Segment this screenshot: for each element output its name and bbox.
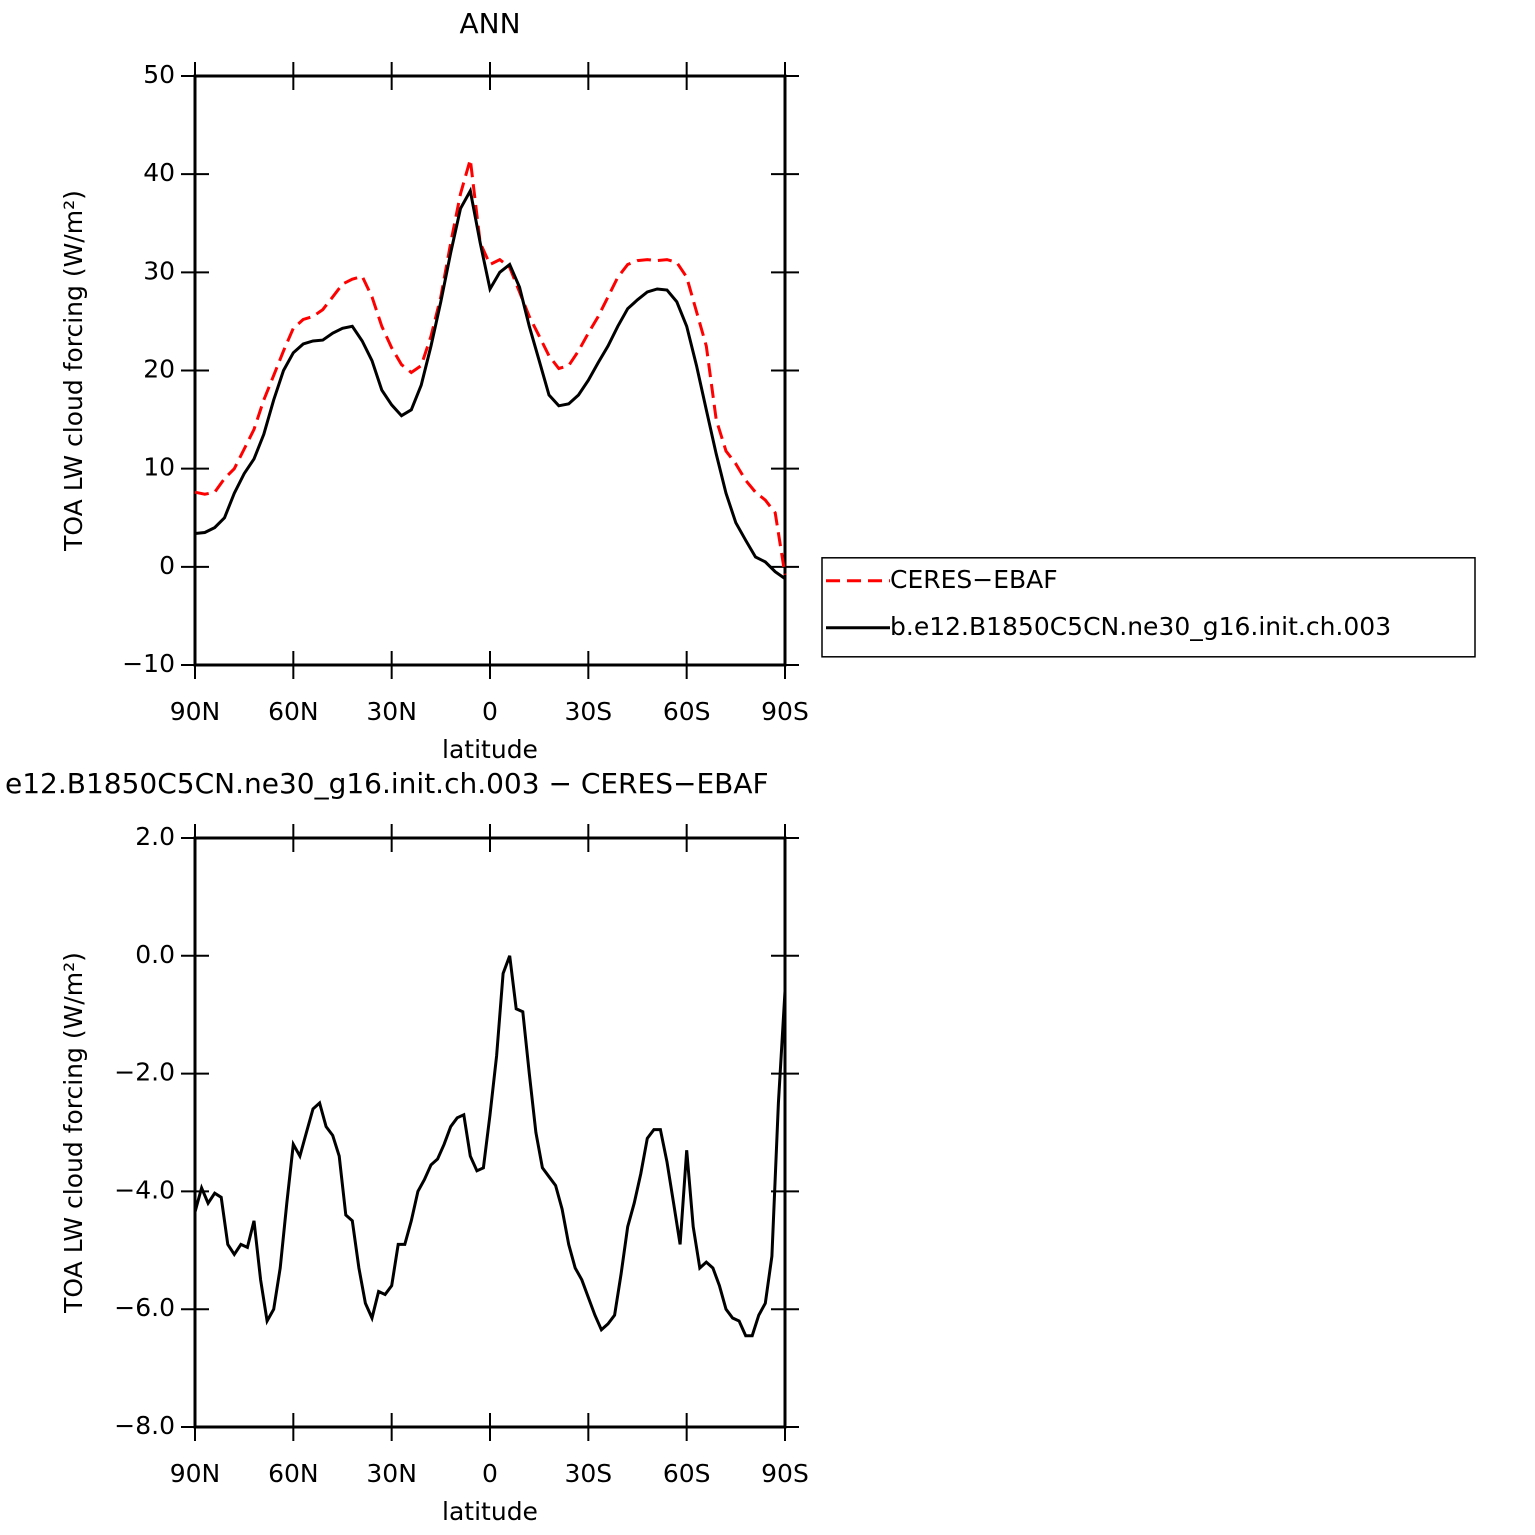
y-tick-label: 50	[143, 60, 175, 89]
y-tick-label: 30	[143, 256, 175, 285]
y-tick-label: −2.0	[114, 1058, 175, 1087]
y-axis-label: TOA LW cloud forcing (W/m²)	[59, 952, 88, 1314]
x-tick-label: 90S	[761, 697, 809, 726]
chart-title: e12.B1850C5CN.ne30_g16.init.ch.003 − CER…	[5, 767, 769, 800]
y-tick-label: 20	[143, 355, 175, 384]
y-tick-label: −8.0	[114, 1411, 175, 1440]
chart-title: ANN	[459, 7, 520, 40]
legend-box	[821, 557, 1476, 658]
data-line	[194, 186, 786, 580]
y-tick-label: 40	[143, 158, 175, 187]
legend-label: CERES−EBAF	[890, 565, 1058, 594]
x-tick-label: 0	[482, 1459, 498, 1488]
y-tick-label: 0.0	[135, 940, 175, 969]
y-tick-label: 0	[159, 551, 175, 580]
x-tick-label: 60S	[663, 697, 711, 726]
y-tick-label: −4.0	[114, 1175, 175, 1204]
x-tick-label: 30N	[366, 1459, 417, 1488]
y-tick-label: 2.0	[135, 822, 175, 851]
x-tick-label: 90N	[170, 1459, 221, 1488]
x-tick-label: 90S	[761, 1459, 809, 1488]
x-tick-label: 60S	[663, 1459, 711, 1488]
y-axis-label: TOA LW cloud forcing (W/m²)	[59, 190, 88, 552]
legend-label: b.e12.B1850C5CN.ne30_g16.init.ch.003	[890, 612, 1391, 641]
y-tick-label: −10	[122, 649, 175, 678]
x-tick-label: 60N	[268, 1459, 319, 1488]
x-tick-label: 0	[482, 697, 498, 726]
x-tick-label: 30S	[564, 697, 612, 726]
x-axis-label: latitude	[442, 735, 538, 764]
y-tick-label: 10	[143, 453, 175, 482]
plot-frame	[193, 836, 787, 1429]
data-line	[193, 955, 787, 1338]
x-tick-label: 30S	[564, 1459, 612, 1488]
x-tick-label: 30N	[366, 697, 417, 726]
y-tick-label: −6.0	[114, 1293, 175, 1322]
x-tick-label: 90N	[170, 697, 221, 726]
x-axis-label: latitude	[442, 1497, 538, 1526]
x-tick-label: 60N	[268, 697, 319, 726]
